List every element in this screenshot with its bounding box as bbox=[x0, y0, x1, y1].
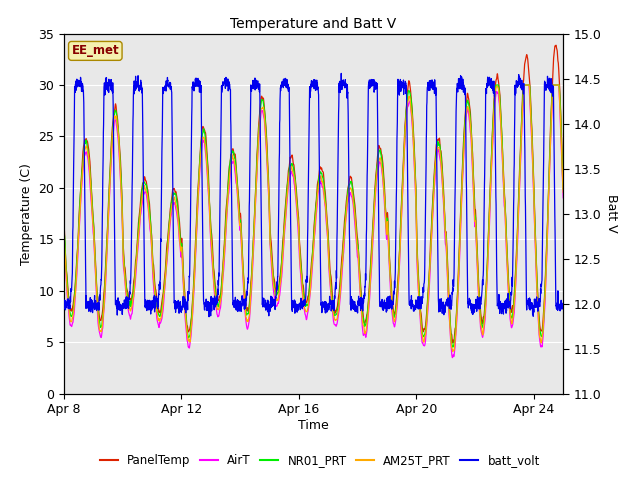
Title: Temperature and Batt V: Temperature and Batt V bbox=[230, 17, 397, 31]
Legend: PanelTemp, AirT, NR01_PRT, AM25T_PRT, batt_volt: PanelTemp, AirT, NR01_PRT, AM25T_PRT, ba… bbox=[95, 449, 545, 472]
Y-axis label: Batt V: Batt V bbox=[605, 194, 618, 233]
X-axis label: Time: Time bbox=[298, 419, 329, 432]
Y-axis label: Temperature (C): Temperature (C) bbox=[20, 163, 33, 264]
Text: EE_met: EE_met bbox=[72, 44, 119, 58]
